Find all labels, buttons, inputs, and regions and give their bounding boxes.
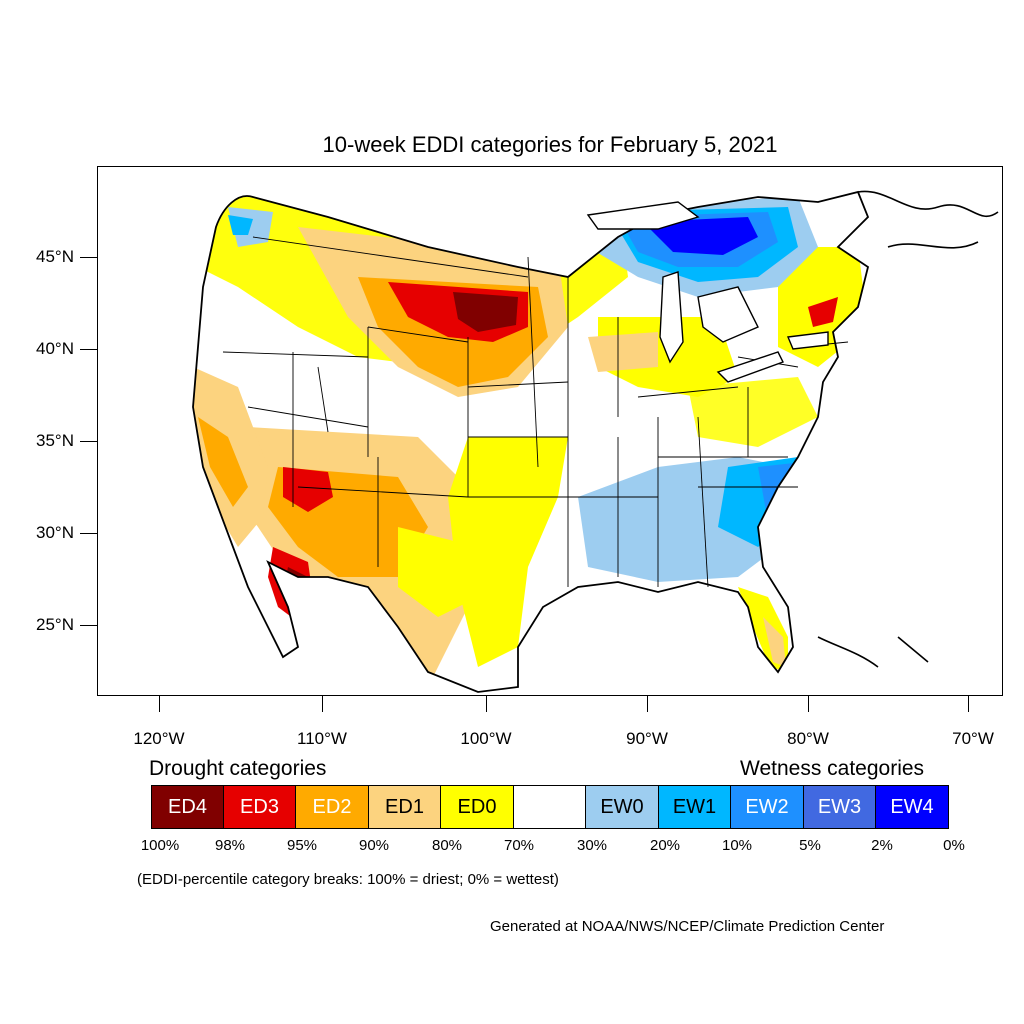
lon-label-70w: 70°W (952, 729, 994, 748)
legend-ew3: EW3 (804, 785, 876, 829)
credit-line: Generated at NOAA/NWS/NCEP/Climate Predi… (490, 918, 885, 935)
pct-label: 2% (871, 837, 893, 854)
legend-ew4-label: EW4 (890, 795, 934, 818)
map-title: 10-week EDDI categories for February 5, … (322, 132, 778, 157)
legend-ed2: ED2 (296, 785, 369, 829)
legend-ew0-label: EW0 (600, 795, 644, 818)
lat-label-25n: 25°N (36, 615, 74, 634)
lon-tick (486, 696, 487, 712)
lon-label-110w: 110°W (297, 729, 347, 748)
lat-label-45n: 45°N (36, 247, 74, 266)
pct-label: 98% (214, 837, 246, 854)
lon-label-90w: 90°W (626, 729, 668, 748)
lon-tick (647, 696, 648, 712)
pct-label: 30% (576, 837, 608, 854)
eddi-shading (193, 197, 868, 687)
pct-label: 100% (140, 837, 180, 854)
lat-tick (80, 533, 97, 534)
legend-ed3: ED3 (224, 785, 296, 829)
pct-label: 95% (286, 837, 318, 854)
lat-label-30n: 30°N (36, 523, 74, 542)
legend-ed1: ED1 (369, 785, 441, 829)
lon-tick (808, 696, 809, 712)
legend-ed0: ED0 (441, 785, 514, 829)
legend-ew3-label: EW3 (817, 795, 862, 818)
legend-ed1-label: ED1 (385, 795, 424, 818)
category-breaks-footnote: (EDDI-percentile category breaks: 100% =… (137, 871, 559, 888)
eddi-map (97, 166, 1003, 696)
lat-label-35n: 35°N (36, 431, 74, 450)
pct-label: 80% (431, 837, 463, 854)
legend-ed3-label: ED3 (240, 795, 279, 818)
drought-categories-heading: Drought categories (149, 757, 327, 780)
legend-ew1: EW1 (659, 785, 731, 829)
lon-label-80w: 80°W (787, 729, 829, 748)
lat-label-40n: 40°N (36, 339, 74, 358)
lat-tick (80, 625, 97, 626)
coastline (192, 190, 870, 693)
legend-ed2-label: ED2 (312, 795, 352, 818)
pct-label: 20% (649, 837, 681, 854)
northern-coastlines (817, 190, 999, 668)
legend-ew4: EW4 (876, 785, 949, 829)
lat-tick (80, 257, 97, 258)
state-borders (222, 236, 849, 588)
lon-tick (968, 696, 969, 712)
legend-ed4: ED4 (151, 785, 224, 829)
legend-ew2-label: EW2 (745, 795, 789, 818)
pct-label: 0% (943, 837, 965, 854)
pct-label: 5% (799, 837, 821, 854)
pct-label: 90% (358, 837, 390, 854)
legend-ed4-label: ED4 (168, 795, 207, 818)
legend-ed0-label: ED0 (457, 795, 497, 818)
lat-tick (80, 349, 97, 350)
lon-label-100w: 100°W (460, 729, 512, 748)
pct-label: 70% (503, 837, 535, 854)
lat-tick (80, 441, 97, 442)
legend-normal (514, 785, 586, 829)
lon-tick (322, 696, 323, 712)
map-canvas (192, 190, 999, 693)
legend-ew2: EW2 (731, 785, 804, 829)
great-lakes (586, 201, 829, 383)
pct-label: 10% (721, 837, 753, 854)
wetness-categories-heading: Wetness categories (740, 757, 925, 780)
lon-tick (159, 696, 160, 712)
legend-ew1-label: EW1 (672, 795, 717, 818)
lon-label-120w: 120°W (133, 729, 185, 748)
legend-ew0: EW0 (586, 785, 659, 829)
